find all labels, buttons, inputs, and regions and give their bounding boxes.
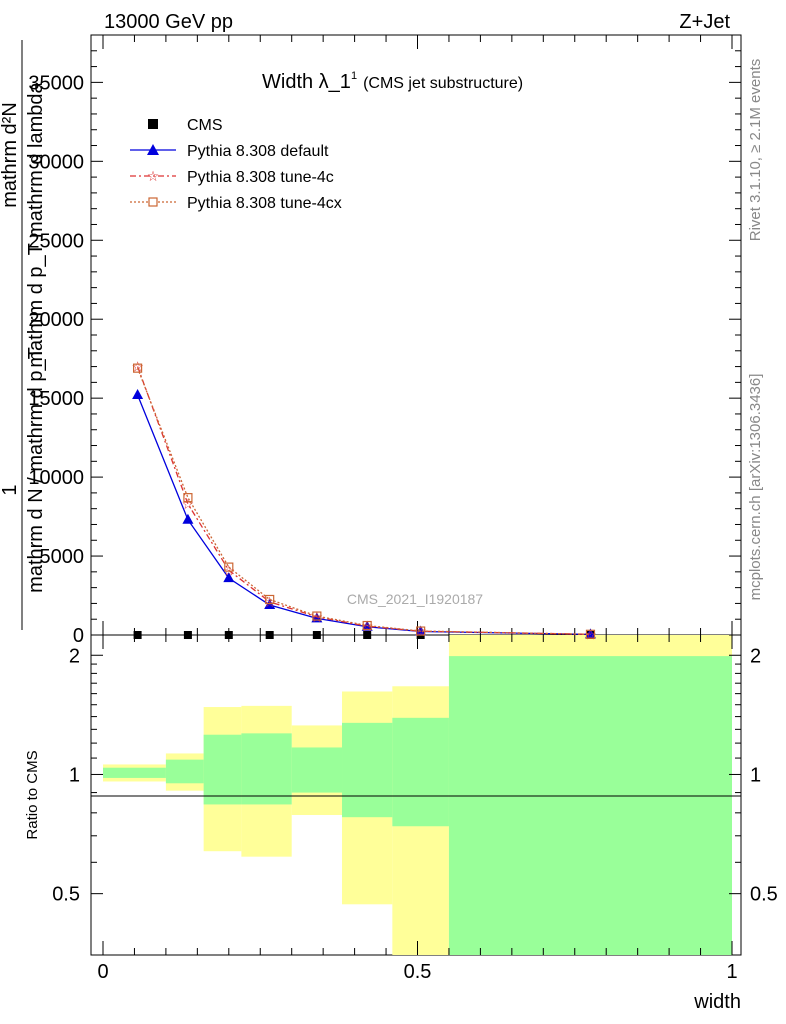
analysis-id: CMS_2021_I1920187 <box>347 591 483 607</box>
legend: CMS Pythia 8.308 default ☆ Pythia 8.308 … <box>130 117 342 212</box>
x-tick-label: 0.5 <box>404 961 432 983</box>
tune4cx-point <box>362 620 372 631</box>
tune4c-point: ☆ <box>263 595 276 611</box>
plot-title-superscript: 1 <box>351 70 357 82</box>
tune4cx-point <box>265 594 275 605</box>
green-band-bin-1 <box>165 759 204 784</box>
plot-title: Width λ_11 (CMS jet substructure) <box>262 70 523 93</box>
x-tick-label: 0 <box>97 961 108 983</box>
main-ytick-label: 35000 <box>28 72 84 94</box>
ratio-ytick-label-right: 0.5 <box>750 884 778 906</box>
ylabel-num-outer: mathrm d²N <box>0 102 21 208</box>
cms-point <box>265 631 274 639</box>
default-point <box>415 625 427 636</box>
green-band-bin-6 <box>392 717 449 827</box>
x-tick-label: 1 <box>726 961 737 983</box>
legend-label-tune4cx: Pythia 8.308 tune-4cx <box>187 195 342 212</box>
legend-marker-cms <box>148 119 158 129</box>
ratio-bands <box>103 635 732 955</box>
legend-label-default: Pythia 8.308 default <box>187 143 329 160</box>
main-ytick-label: 20000 <box>28 309 84 331</box>
ratio-ytick-label-right: 1 <box>750 764 761 786</box>
default-point <box>132 389 144 399</box>
tune4cx-point <box>416 626 426 636</box>
main-ytick-label: 15000 <box>28 388 84 410</box>
tune4c-point: ☆ <box>182 497 195 513</box>
legend-label-cms: CMS <box>187 117 223 134</box>
cms-point <box>133 631 142 639</box>
data-series: ☆☆☆☆☆☆ ☆ ☆ <box>131 360 596 644</box>
default-point <box>584 628 596 639</box>
cms-point <box>224 631 233 639</box>
cms-point <box>363 631 372 639</box>
cms-point <box>312 631 321 639</box>
main-y-axis-label: mathrm d²N mathrm d p_T mathrm d lambda … <box>0 40 47 630</box>
green-band-bin-3 <box>241 733 292 805</box>
x-axis-label: width <box>693 991 741 1013</box>
ylabel-num-inner: 1 <box>0 484 21 495</box>
main-ytick-label: 25000 <box>28 230 84 252</box>
plot-title-sub: (CMS jet substructure) <box>363 75 523 92</box>
series-line-3 <box>136 367 591 635</box>
ratio-ytick-label-right: 2 <box>750 645 761 667</box>
tune4c-point: ☆ <box>311 610 324 626</box>
main-ytick-label: 10000 <box>28 467 84 489</box>
ratio-ytick-label: 0.5 <box>52 884 80 906</box>
tune4cx-point <box>132 363 143 373</box>
tune4cx-point <box>224 562 234 572</box>
ratio-y-axis-label: Ratio to CMS <box>24 750 41 839</box>
tune4c-point: ☆ <box>584 627 597 643</box>
default-point <box>182 513 194 524</box>
legend-marker-default <box>147 144 159 155</box>
process-label: Z+Jet <box>679 11 730 33</box>
legend-marker-tune4cx <box>148 197 158 207</box>
green-band-bin-5 <box>342 722 393 818</box>
legend-label-tune4c: Pythia 8.308 tune-4c <box>187 169 334 186</box>
energy-label: 13000 GeV pp <box>104 11 233 33</box>
tune4c-point: ☆ <box>414 624 427 640</box>
default-point <box>223 572 235 583</box>
tune4cx-point <box>183 493 193 503</box>
tune4cx-point <box>585 629 596 639</box>
legend-marker-tune4c: ☆ <box>147 169 160 185</box>
mcplots-credit-text: mcplots.cern.ch [arXiv:1306.3436] <box>747 374 764 601</box>
plot-title-main: Width λ_1 <box>262 71 351 93</box>
green-band-bin-7 <box>448 656 732 955</box>
tune4c-point: ☆ <box>361 619 374 635</box>
main-ytick-label: 0 <box>73 625 84 647</box>
tune4cx-point <box>312 611 322 621</box>
green-band-bin-2 <box>203 734 242 805</box>
main-ytick-label: 30000 <box>28 151 84 173</box>
green-band-bin-0 <box>103 767 166 778</box>
ratio-ytick-label: 1 <box>69 764 80 786</box>
rivet-version-text: Rivet 3.1.10, ≥ 2.1M events <box>747 59 764 242</box>
ratio-ytick-label: 2 <box>69 645 80 667</box>
cms-point <box>183 631 192 639</box>
ylabel-den-outer: mathrm d p_T mathrm d lambda <box>25 81 47 367</box>
main-ytick-label: 5000 <box>40 546 85 568</box>
axis-ticks: 0 5000 10000 15000 20000 25000 30000 35000 0.5 0.… <box>28 35 778 983</box>
ylabel-den-inner: mathrm d N / mathrm d p_T <box>25 347 47 593</box>
green-band-bin-4 <box>291 747 343 793</box>
